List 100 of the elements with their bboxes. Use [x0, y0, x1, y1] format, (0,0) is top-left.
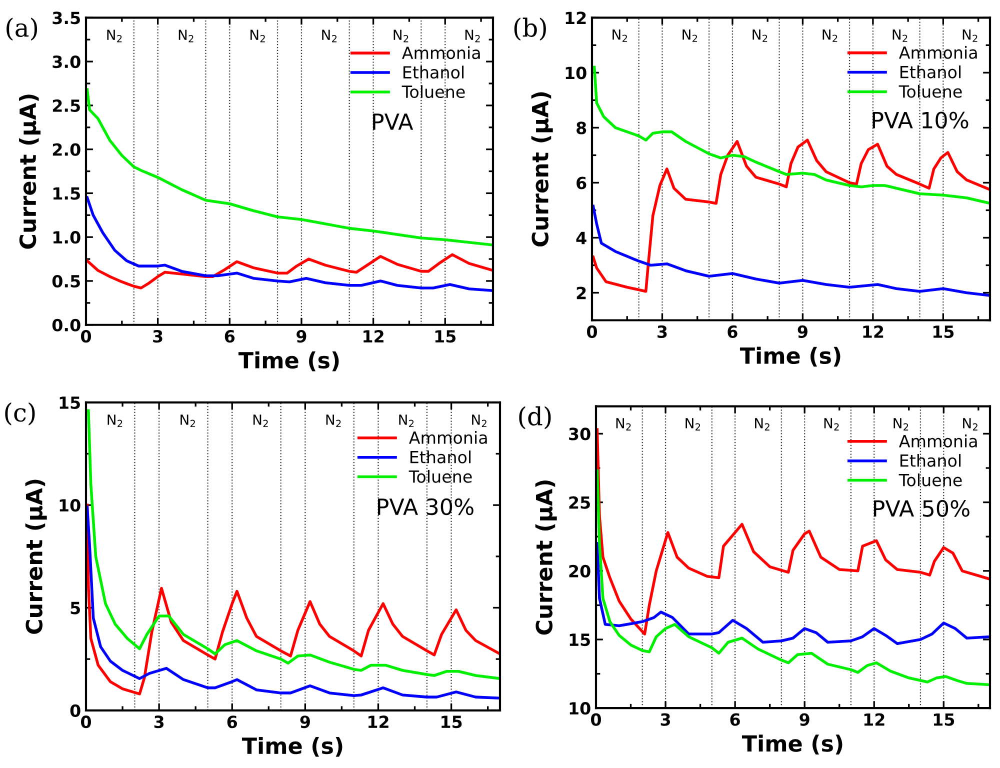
x-tick-label: 6: [227, 716, 238, 728]
y-tick-label: 3.5: [52, 12, 80, 24]
x-tick-label: 15: [934, 713, 954, 726]
chart-title: (c): [5, 402, 35, 426]
x-axis-title: Time (s): [238, 351, 339, 372]
line-series: [86, 196, 493, 292]
line-series: [592, 204, 990, 297]
y-tick-label: 0.5: [52, 274, 80, 288]
annotation: N$_{2}$: [616, 418, 631, 430]
y-tick-label: 30: [569, 428, 590, 440]
annotation: PVA 10%: [872, 112, 968, 129]
y-tick-label: 0: [70, 704, 80, 717]
y-tick-label: 15: [60, 396, 80, 409]
legend-label: Ammonia: [402, 46, 480, 60]
annotation: PVA 50%: [874, 500, 970, 517]
y-tick-label: 3.0: [52, 56, 80, 68]
x-tick-label: 0: [81, 716, 91, 728]
y-tick-label: 4: [576, 232, 586, 244]
legend-label: Ammonia: [408, 431, 487, 444]
chart-title: (d): [519, 406, 551, 430]
x-tick-label: 12: [863, 325, 884, 338]
annotation: N$_{2}$: [824, 418, 839, 430]
x-tick-label: 0: [591, 713, 601, 726]
legend-label: Ammonia: [898, 46, 977, 59]
x-tick-label: 15: [933, 326, 954, 338]
annotation: N$_{2}$: [682, 30, 698, 42]
x-tick-label: 6: [728, 325, 738, 338]
y-axis-title: Current (μA): [535, 480, 557, 635]
y-axis-title: Current (μA): [531, 92, 553, 246]
y-tick-label: 10: [570, 702, 590, 715]
x-tick-label: 0: [81, 330, 91, 343]
y-tick-label: 25: [569, 496, 590, 509]
annotation: N$_{2}$: [326, 414, 341, 428]
annotation: N$_{2}$: [178, 30, 194, 42]
annotation: N$_{2}$: [963, 418, 978, 430]
line-series: [592, 66, 990, 205]
y-tick-label: 15: [570, 634, 590, 646]
x-tick-label: 6: [730, 713, 740, 726]
y-tick-label: 1.0: [53, 231, 80, 244]
y-tick-label: 0.0: [52, 318, 80, 332]
legend-label: Ammonia: [898, 434, 977, 448]
legend-label: Ethanol: [900, 454, 961, 467]
annotation: N$_{2}$: [465, 30, 480, 42]
x-axis-title: Time (s): [740, 346, 840, 367]
annotation: N$_{2}$: [686, 418, 700, 430]
annotation: N$_{2}$: [107, 30, 122, 42]
x-axis-title: Time (s): [242, 736, 342, 757]
annotation: N$_{2}$: [892, 30, 908, 42]
annotation: N$_{2}$: [612, 30, 627, 42]
y-tick-label: 6: [576, 176, 586, 190]
line-series: [86, 253, 493, 290]
annotation: N$_{2}$: [962, 30, 978, 42]
line-series: [596, 542, 990, 646]
x-tick-label: 9: [300, 716, 310, 728]
annotation: N$_{2}$: [250, 30, 265, 42]
annotation: N$_{2}$: [752, 30, 768, 42]
annotation: N$_{2}$: [180, 414, 195, 428]
y-tick-label: 2: [576, 286, 586, 300]
y-axis-title: Current (μA): [25, 480, 47, 634]
annotation: N$_{2}$: [253, 414, 268, 428]
legend-label: Toluene: [408, 470, 472, 483]
annotation: N$_{2}$: [322, 30, 337, 42]
x-tick-label: 15: [442, 716, 462, 728]
x-tick-label: 9: [798, 325, 808, 338]
annotation: N$_{2}$: [822, 30, 838, 42]
annotation: N$_{2}$: [399, 414, 414, 428]
x-tick-label: 15: [435, 330, 456, 343]
x-axis-title: Time (s): [742, 734, 842, 754]
x-tick-label: 12: [864, 713, 884, 726]
annotation: N$_{2}$: [755, 418, 770, 430]
y-axis-title: Current (μA): [18, 94, 41, 249]
x-tick-label: 3: [660, 713, 670, 726]
x-tick-label: 9: [800, 713, 810, 726]
y-tick-label: 12: [566, 12, 586, 24]
x-tick-label: 3: [658, 325, 667, 338]
y-tick-label: 5: [70, 602, 80, 614]
y-tick-label: 10: [566, 66, 586, 80]
annotation: N$_{2}$: [108, 414, 122, 428]
legend-label: Ethanol: [900, 65, 961, 78]
y-tick-label: 10: [60, 499, 80, 512]
annotation: PVA 30%: [378, 498, 474, 516]
annotation: N$_{2}$: [472, 414, 486, 428]
line-series: [592, 138, 990, 293]
legend-label: Toluene: [898, 473, 962, 486]
chart-title: (a): [6, 18, 38, 41]
annotation: N$_{2}$: [894, 418, 908, 430]
y-tick-label: 2.5: [52, 99, 80, 112]
annotation: N$_{2}$: [394, 30, 408, 42]
x-tick-label: 3: [154, 716, 164, 728]
line-series: [87, 409, 500, 680]
y-tick-label: 20: [569, 564, 590, 578]
legend-label: Ethanol: [403, 66, 464, 79]
y-tick-label: 8: [576, 122, 586, 134]
annotation: PVA: [373, 114, 414, 130]
x-tick-label: 9: [296, 330, 306, 343]
chart-title: (b): [514, 18, 546, 41]
y-tick-label: 2.0: [52, 143, 80, 156]
x-tick-label: 12: [364, 330, 384, 342]
legend-label: Toluene: [898, 84, 962, 98]
x-tick-label: 3: [153, 330, 162, 343]
